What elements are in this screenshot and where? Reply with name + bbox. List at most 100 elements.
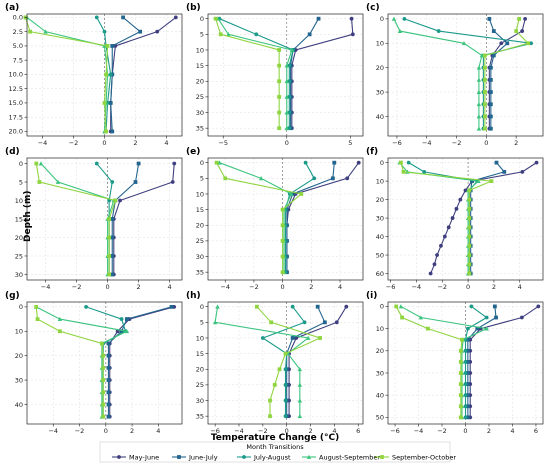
x-tick-label: −4 — [234, 427, 244, 435]
x-tick-label: −6 — [210, 427, 220, 435]
data-point — [467, 225, 472, 230]
x-axis-title: Temperature Change (°C) — [211, 433, 339, 443]
data-point — [133, 180, 138, 184]
data-point — [432, 262, 437, 267]
data-point — [400, 315, 404, 320]
x-tick-label: −4 — [38, 139, 48, 147]
data-point — [118, 198, 122, 203]
data-point — [458, 404, 463, 409]
series-line — [286, 162, 335, 273]
data-point — [107, 235, 112, 240]
data-point — [397, 28, 403, 33]
data-point — [297, 366, 303, 372]
data-point — [277, 48, 282, 52]
y-tick-label: 40 — [376, 233, 384, 241]
data-point — [322, 320, 327, 325]
data-point — [43, 29, 48, 34]
data-point — [345, 176, 350, 181]
data-point — [106, 378, 111, 382]
data-point — [484, 326, 489, 331]
data-point — [458, 415, 463, 420]
data-point — [465, 382, 470, 386]
data-point — [280, 207, 285, 212]
y-tick-label: 15 — [196, 62, 204, 70]
y-tick-label: 5 — [19, 178, 23, 186]
data-point — [223, 176, 228, 181]
data-point — [213, 16, 218, 21]
data-point — [526, 41, 530, 46]
data-point — [106, 341, 111, 346]
data-point — [476, 77, 482, 82]
x-tick-label: 0 — [285, 139, 289, 147]
panel-label: (i) — [366, 291, 377, 301]
data-point — [391, 16, 397, 21]
y-tick-label: 40 — [376, 113, 384, 121]
data-point — [418, 315, 424, 320]
data-point — [57, 316, 63, 321]
data-point — [272, 382, 277, 387]
data-point — [305, 335, 311, 340]
y-tick-label: 17.5 — [9, 113, 23, 121]
y-tick-label: 20 — [376, 347, 384, 355]
data-point — [491, 29, 496, 33]
data-point — [332, 160, 337, 165]
panels: (a)−4 −2 0 2 40.02.55.07.510.012.515.017.520… — [5, 3, 544, 435]
legend-marker — [117, 455, 121, 459]
panel-label: (f) — [366, 147, 378, 157]
series-line — [24, 17, 109, 132]
data-point — [467, 188, 472, 193]
y-tick-label: 25 — [196, 93, 204, 101]
data-point — [57, 329, 62, 334]
data-point — [283, 398, 288, 403]
data-point — [520, 29, 525, 33]
data-point — [461, 40, 467, 46]
data-point — [277, 110, 282, 115]
data-point — [482, 102, 487, 107]
data-point — [138, 29, 143, 34]
legend-entry: August-September — [319, 453, 380, 461]
y-tick-label: 7.5 — [13, 56, 23, 64]
data-point — [422, 169, 427, 174]
x-tick-label: −2 — [72, 283, 82, 291]
data-point — [344, 304, 349, 309]
data-point — [520, 169, 525, 174]
data-point — [107, 217, 112, 221]
series-line — [219, 162, 292, 273]
legend-entry: July-August — [253, 453, 291, 461]
legend-marker — [306, 454, 312, 459]
data-point — [488, 65, 493, 70]
data-point — [463, 404, 468, 409]
data-point — [465, 404, 470, 409]
data-point — [290, 192, 295, 196]
y-tick-label: 25 — [196, 237, 204, 245]
data-point — [349, 16, 354, 21]
data-point — [482, 77, 487, 82]
panel-e: (e) −4 −2 0 2 4 0 5 10 15 20 25 30 35 — [186, 147, 364, 291]
x-tick-label: −5 — [218, 139, 228, 147]
x-tick-label: 6 — [534, 427, 538, 435]
x-tick-label: 2 — [514, 139, 518, 147]
plot-frame — [387, 13, 544, 137]
data-point — [284, 63, 289, 68]
data-point — [502, 169, 507, 174]
data-point — [465, 348, 470, 353]
data-point — [514, 29, 519, 33]
x-tick-label: −2 — [437, 427, 447, 435]
data-point — [280, 254, 285, 259]
data-point — [458, 393, 463, 398]
x-tick-label: −6 — [386, 283, 396, 291]
data-point — [94, 15, 99, 20]
y-tick-label: 50 — [376, 414, 384, 422]
data-point — [212, 320, 218, 325]
series-line — [216, 162, 303, 273]
data-point — [172, 161, 177, 166]
data-point — [268, 398, 272, 403]
y-tick-label: 50 — [376, 251, 384, 259]
data-point — [170, 180, 175, 184]
plot-frame — [26, 301, 183, 425]
data-point — [104, 129, 108, 134]
data-point — [173, 15, 178, 20]
y-tick-label: 0 — [19, 160, 23, 168]
series-line — [288, 306, 347, 417]
